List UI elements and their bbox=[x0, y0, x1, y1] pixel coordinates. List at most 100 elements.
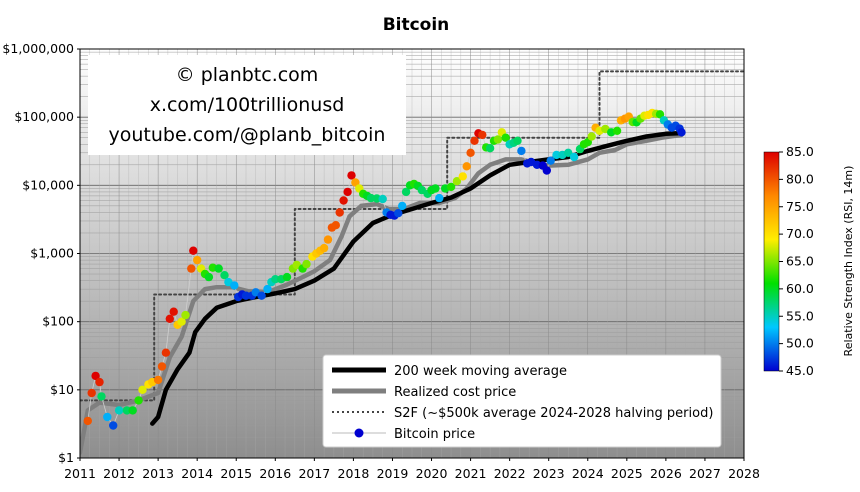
price-point bbox=[87, 388, 96, 398]
price-point bbox=[569, 152, 579, 162]
price-point bbox=[351, 178, 360, 187]
price-point bbox=[271, 275, 280, 284]
price-point bbox=[220, 271, 229, 280]
price-point bbox=[103, 412, 112, 422]
x-tick-label: 2016 bbox=[259, 466, 291, 481]
x-tick-label: 2020 bbox=[416, 466, 448, 481]
price-point bbox=[431, 184, 440, 193]
x-tick-label: 2018 bbox=[338, 466, 370, 481]
price-point bbox=[462, 162, 471, 171]
x-tick-label: 2011 bbox=[64, 466, 96, 481]
watermark-line-3: youtube.com/@planb_bitcoin bbox=[109, 124, 386, 146]
x-tick-label: 2025 bbox=[611, 466, 643, 481]
price-point bbox=[458, 172, 467, 181]
price-point bbox=[452, 177, 462, 186]
colorbar-ticks: 45.0 50.0 55.0 60.0 65.0 70.0 75.0 80.0 85.0 bbox=[779, 144, 814, 378]
x-tick-label: 2017 bbox=[298, 466, 330, 481]
price-point bbox=[128, 406, 137, 415]
price-points bbox=[83, 108, 686, 430]
price-point bbox=[493, 135, 503, 144]
price-point bbox=[347, 171, 356, 180]
price-point bbox=[109, 421, 118, 430]
watermark-line-2: x.com/100trillionusd bbox=[150, 94, 345, 116]
price-point bbox=[331, 221, 340, 230]
price-point bbox=[241, 291, 251, 300]
x-tick-label: 2028 bbox=[728, 466, 760, 481]
price-point bbox=[542, 166, 551, 175]
colorbar-tick-label: 45.0 bbox=[786, 363, 814, 378]
price-point bbox=[677, 128, 686, 137]
colorbar-tick-label: 80.0 bbox=[786, 171, 814, 186]
price-point bbox=[138, 385, 147, 394]
legend: 200 week moving average Realized cost pr… bbox=[322, 354, 722, 448]
price-point bbox=[114, 406, 124, 415]
legend-label-price: Bitcoin price bbox=[394, 427, 475, 442]
price-point bbox=[302, 259, 311, 269]
x-tick-label: 2012 bbox=[103, 466, 135, 481]
x-tick-label: 2015 bbox=[220, 466, 252, 481]
price-point bbox=[257, 291, 266, 300]
colorbar bbox=[763, 151, 780, 372]
colorbar-tick-label: 85.0 bbox=[786, 144, 814, 159]
price-point bbox=[169, 307, 178, 316]
price-point bbox=[343, 187, 352, 197]
series-lines bbox=[80, 70, 744, 455]
price-point bbox=[378, 194, 387, 204]
price-point bbox=[446, 182, 456, 192]
ma200-line bbox=[150, 131, 680, 426]
price-point bbox=[335, 208, 344, 217]
colorbar-tick-label: 60.0 bbox=[786, 281, 814, 296]
y-axis-ticks: $1 $10 $100 $1,000 $10,000 $100,000 $1,000,000 bbox=[2, 41, 80, 465]
y-tick-label: $100,000 bbox=[14, 109, 74, 124]
price-point bbox=[319, 243, 329, 253]
y-tick-label: $100 bbox=[42, 314, 74, 329]
colorbar-label: Relative Strength Index (RSI, 14m) bbox=[842, 166, 855, 357]
price-point bbox=[564, 148, 573, 157]
x-tick-label: 2019 bbox=[377, 466, 409, 481]
price-point bbox=[165, 314, 174, 323]
price-point bbox=[95, 377, 104, 387]
legend-box bbox=[322, 354, 722, 448]
x-tick-label: 2023 bbox=[533, 466, 565, 481]
price-point bbox=[501, 133, 510, 142]
x-tick-label: 2014 bbox=[181, 466, 213, 481]
y-tick-label: $1 bbox=[58, 450, 74, 465]
y-tick-label: $1,000,000 bbox=[2, 41, 74, 56]
price-point bbox=[552, 150, 561, 160]
price-point bbox=[193, 255, 202, 265]
watermark-box bbox=[88, 55, 406, 155]
legend-swatch-price-dot bbox=[354, 428, 364, 438]
price-point bbox=[181, 310, 190, 320]
price-point bbox=[214, 264, 223, 273]
watermark-line-1: © planbtc.com bbox=[176, 64, 319, 86]
price-point bbox=[470, 136, 479, 145]
price-point bbox=[435, 193, 444, 203]
legend-label-s2f: S2F (~$500k average 2024-2028 halving pe… bbox=[394, 406, 713, 421]
x-tick-label: 2013 bbox=[142, 466, 174, 481]
y-tick-label: $10,000 bbox=[22, 177, 74, 192]
colorbar-tick-label: 75.0 bbox=[786, 199, 814, 214]
legend-label-200wma: 200 week moving average bbox=[394, 364, 567, 379]
colorbar-tick-label: 55.0 bbox=[786, 308, 814, 323]
legend-label-realized: Realized cost price bbox=[394, 385, 516, 400]
x-tick-label: 2024 bbox=[572, 466, 604, 481]
price-point bbox=[323, 235, 333, 244]
price-point bbox=[97, 392, 106, 401]
chart-title: Bitcoin bbox=[383, 15, 450, 35]
colorbar-tick-label: 50.0 bbox=[786, 336, 814, 351]
x-tick-label: 2026 bbox=[650, 466, 682, 481]
x-axis-ticks: 2011 2012 2013 2014 2015 2016 2017 2018 2019 2020… bbox=[64, 458, 760, 481]
colorbar-tick-label: 65.0 bbox=[786, 254, 814, 269]
price-point bbox=[157, 362, 167, 371]
x-tick-label: 2022 bbox=[494, 466, 526, 481]
price-point bbox=[83, 416, 93, 426]
price-point bbox=[230, 281, 239, 290]
price-point bbox=[517, 146, 526, 156]
price-point bbox=[91, 371, 100, 381]
price-point bbox=[153, 375, 163, 385]
s2f-line bbox=[80, 70, 744, 402]
price-point bbox=[398, 201, 407, 211]
price-point bbox=[263, 284, 272, 294]
price-point bbox=[161, 348, 171, 357]
